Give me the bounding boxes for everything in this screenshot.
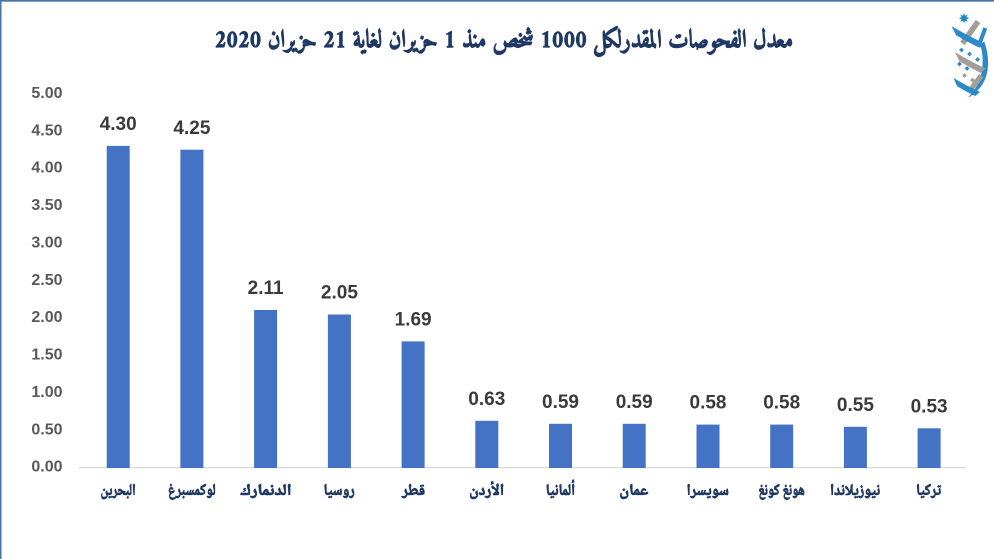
svg-text:1.69: 1.69 xyxy=(395,310,432,331)
svg-text:0.59: 0.59 xyxy=(616,392,653,413)
svg-text:2.05: 2.05 xyxy=(321,283,358,304)
svg-text:0.58: 0.58 xyxy=(763,393,800,414)
svg-text:1.00: 1.00 xyxy=(31,384,62,401)
svg-text:0.55: 0.55 xyxy=(837,395,874,416)
svg-text:3.50: 3.50 xyxy=(31,197,62,214)
svg-text:0.53: 0.53 xyxy=(911,396,948,417)
svg-text:2.00: 2.00 xyxy=(31,309,62,326)
svg-text:0.59: 0.59 xyxy=(542,392,579,413)
svg-text:2.11: 2.11 xyxy=(248,278,284,299)
svg-text:1.50: 1.50 xyxy=(31,347,62,364)
svg-text:0.50: 0.50 xyxy=(31,421,62,438)
svg-text:4.25: 4.25 xyxy=(173,118,210,139)
svg-text:4.00: 4.00 xyxy=(31,160,62,177)
svg-text:2.50: 2.50 xyxy=(31,272,62,289)
svg-text:0.63: 0.63 xyxy=(468,389,505,410)
svg-text:4.30: 4.30 xyxy=(100,114,137,135)
svg-text:4.50: 4.50 xyxy=(31,122,62,139)
svg-text:0.00: 0.00 xyxy=(31,459,62,476)
svg-text:3.00: 3.00 xyxy=(31,234,62,251)
svg-text:0.58: 0.58 xyxy=(690,393,727,414)
svg-text:5.00: 5.00 xyxy=(31,85,62,102)
